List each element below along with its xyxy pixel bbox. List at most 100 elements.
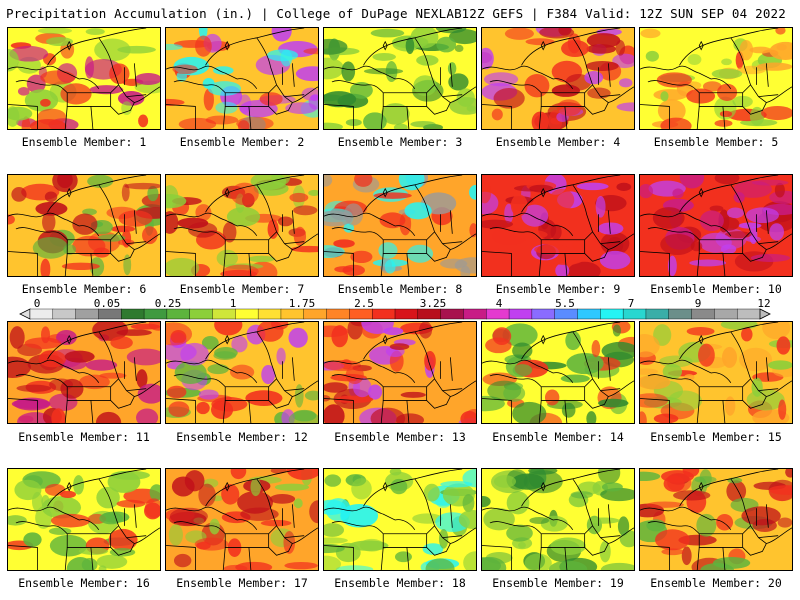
- precip-blob: [483, 508, 515, 531]
- precip-blob: [524, 553, 552, 570]
- state-borders: [640, 251, 726, 276]
- geographic-boundaries: [324, 469, 476, 570]
- precip-blob: [645, 50, 659, 62]
- precip-blob: [719, 110, 733, 118]
- coastline: [679, 469, 792, 544]
- city-marker: [382, 334, 388, 345]
- precip-blob: [324, 474, 342, 487]
- precip-blob: [194, 537, 229, 551]
- precip-blob: [699, 210, 724, 232]
- precip-blob: [11, 398, 51, 409]
- precip-blob: [286, 469, 318, 480]
- precip-blob: [512, 364, 533, 377]
- precip-blob: [469, 223, 476, 238]
- precip-blob: [130, 323, 160, 330]
- precip-blob: [640, 368, 659, 375]
- state-borders: [698, 378, 767, 409]
- precip-blob: [571, 240, 588, 250]
- ensemble-member-label: Ensemble Member: 5: [653, 135, 779, 149]
- precip-blob: [739, 39, 754, 61]
- precip-blob: [751, 377, 763, 397]
- precip-blob: [293, 226, 307, 246]
- precip-blob: [373, 192, 412, 199]
- colorbar-label: 0.05: [93, 297, 121, 310]
- lake-shoreline: [489, 374, 542, 387]
- precip-blob: [82, 208, 97, 216]
- precip-blob: [640, 393, 669, 408]
- ensemble-member-label: Ensemble Member: 10: [650, 282, 782, 296]
- ensemble-member-map: [165, 321, 319, 424]
- precip-blob: [324, 523, 345, 537]
- coastline: [363, 28, 476, 103]
- ensemble-member-map: [639, 174, 793, 277]
- state-borders: [698, 84, 767, 115]
- precip-blob: [304, 390, 318, 401]
- lake-shoreline: [489, 521, 542, 534]
- precip-blob: [591, 339, 601, 358]
- precip-blob: [727, 477, 743, 484]
- geographic-boundaries: [482, 28, 634, 129]
- precip-blob: [672, 188, 684, 199]
- precip-blob: [324, 325, 349, 338]
- coastline: [205, 322, 318, 397]
- precip-blob: [238, 94, 252, 114]
- state-borders: [440, 63, 463, 98]
- colorbar-swatch: [166, 308, 191, 320]
- precip-blob: [551, 84, 581, 97]
- precip-blob: [393, 123, 408, 129]
- lake-shoreline: [8, 506, 100, 531]
- state-borders: [698, 231, 767, 262]
- precip-blob: [777, 517, 792, 528]
- ensemble-member-map: [7, 174, 161, 277]
- lake-shoreline: [482, 65, 574, 90]
- lake-shoreline: [8, 359, 100, 384]
- precip-blob: [463, 551, 476, 570]
- ensemble-member-map: [323, 468, 477, 571]
- precip-blob: [345, 365, 364, 385]
- city-marker: [224, 481, 230, 492]
- coastline: [205, 469, 318, 544]
- lake-shoreline: [331, 521, 384, 534]
- precip-blob: [585, 61, 619, 72]
- colorbar-label: 3.25: [419, 297, 447, 310]
- precip-blob: [384, 259, 396, 274]
- precip-blob: [324, 245, 345, 259]
- precip-blob: [108, 528, 138, 551]
- precip-blob: [226, 207, 261, 227]
- geographic-boundaries: [640, 322, 792, 423]
- precip-blob: [166, 43, 183, 51]
- precip-blob: [660, 117, 692, 129]
- precip-blob: [724, 231, 752, 239]
- state-borders: [640, 398, 726, 423]
- precip-blob: [44, 191, 58, 203]
- state-borders: [756, 504, 779, 539]
- precip-blob: [776, 336, 791, 355]
- lake-shoreline: [482, 506, 574, 531]
- precip-blob: [756, 62, 792, 71]
- precip-blob: [598, 398, 629, 408]
- precip-blob: [618, 78, 633, 88]
- precip-blob: [687, 53, 702, 65]
- ensemble-member-label: Ensemble Member: 11: [18, 430, 150, 444]
- state-borders: [324, 104, 410, 129]
- precip-blob: [269, 494, 296, 504]
- precip-blob: [195, 35, 212, 57]
- precip-blob: [682, 469, 700, 477]
- state-borders: [382, 525, 451, 556]
- lake-shoreline: [640, 65, 732, 90]
- lake-shoreline: [8, 65, 100, 90]
- geographic-boundaries: [482, 469, 634, 570]
- precip-blob: [250, 175, 287, 191]
- state-borders: [124, 357, 147, 392]
- precip-blob: [529, 516, 550, 525]
- precip-blob: [389, 343, 410, 350]
- precip-blob: [456, 88, 475, 107]
- colorbar-swatch: [531, 308, 556, 320]
- coastline: [47, 322, 160, 397]
- colorbar-right-arrow: [759, 308, 771, 320]
- precip-blob: [436, 36, 457, 53]
- state-borders: [482, 251, 568, 276]
- city-marker: [382, 40, 388, 51]
- geographic-boundaries: [166, 469, 318, 570]
- ensemble-member-label: Ensemble Member: 9: [495, 282, 621, 296]
